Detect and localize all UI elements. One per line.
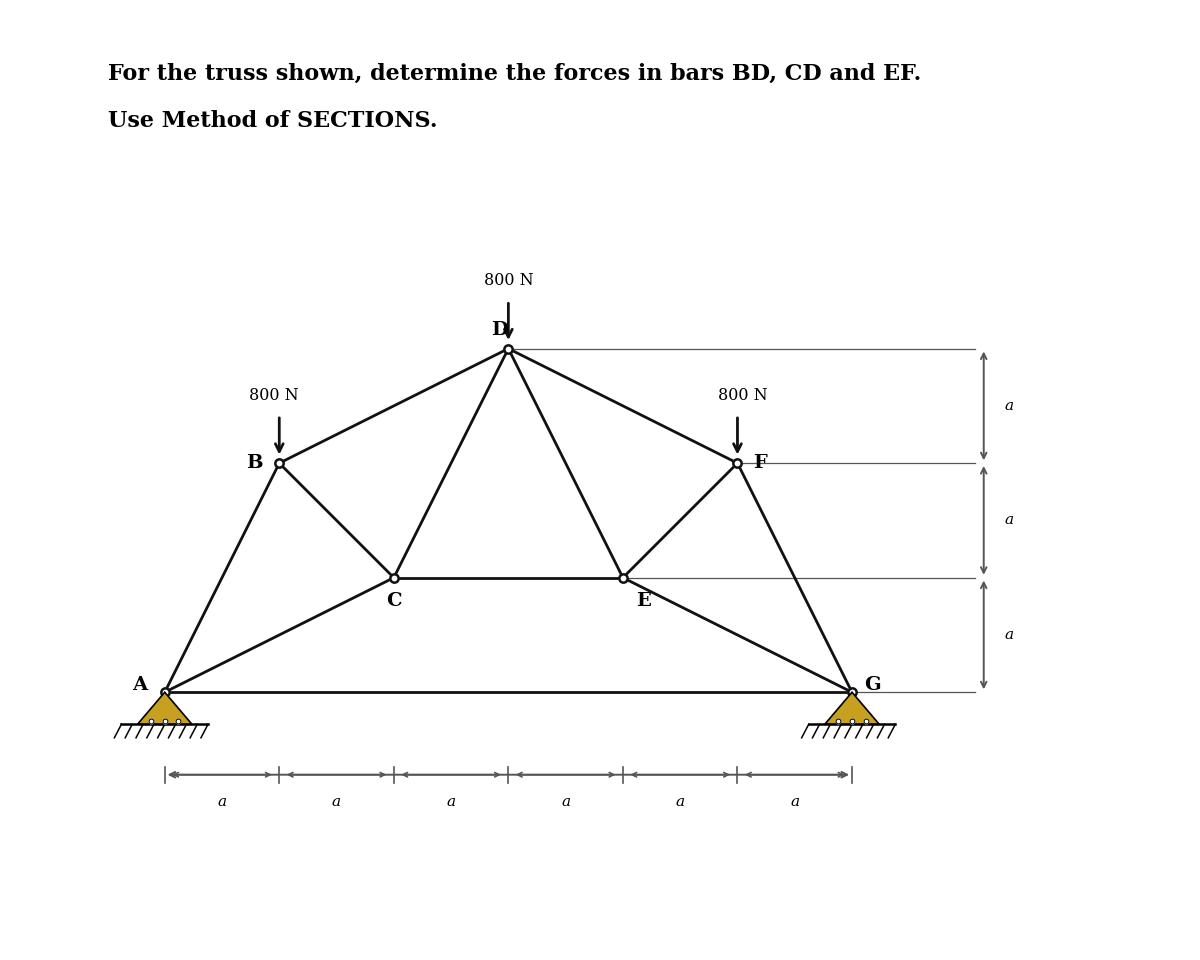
Text: a: a xyxy=(790,795,799,809)
Text: For the truss shown, determine the forces in bars BD, CD and EF.: For the truss shown, determine the force… xyxy=(108,62,922,84)
Text: a: a xyxy=(1004,398,1014,413)
Text: E: E xyxy=(636,591,650,610)
Text: 800 N: 800 N xyxy=(248,387,299,403)
Text: G: G xyxy=(864,677,881,694)
Polygon shape xyxy=(138,692,192,724)
Text: a: a xyxy=(217,795,227,809)
Text: A: A xyxy=(132,677,148,694)
Text: a: a xyxy=(1004,514,1014,527)
Text: B: B xyxy=(246,454,263,472)
Text: Use Method of SECTIONS.: Use Method of SECTIONS. xyxy=(108,110,438,132)
Text: 800 N: 800 N xyxy=(484,272,533,289)
Polygon shape xyxy=(824,692,880,724)
Text: C: C xyxy=(386,591,402,610)
Text: a: a xyxy=(562,795,570,809)
Text: a: a xyxy=(676,795,685,809)
Text: a: a xyxy=(1004,628,1014,642)
Text: a: a xyxy=(332,795,341,809)
Text: 800 N: 800 N xyxy=(719,387,768,403)
Text: F: F xyxy=(754,454,767,472)
Text: D: D xyxy=(491,322,508,339)
Text: a: a xyxy=(446,795,456,809)
